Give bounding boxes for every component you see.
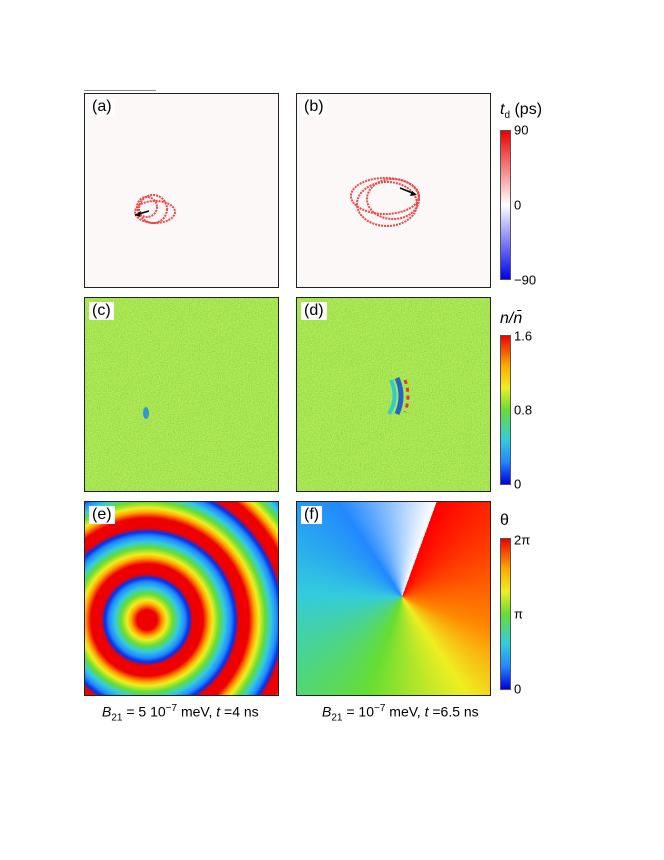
colorbar-title: td (ps) <box>500 101 542 121</box>
colorbar <box>500 335 511 485</box>
colorbar <box>500 130 511 280</box>
panel-label: (b) <box>301 98 327 116</box>
symbol: t <box>424 703 429 720</box>
symbol: B <box>322 703 332 720</box>
colorbar-tick: −90 <box>514 272 537 288</box>
panel-label: (f) <box>301 506 323 524</box>
panel-d: (d) <box>296 297 491 492</box>
colorbar-tick: 0 <box>514 476 522 492</box>
colorbar-tick: 1.6 <box>514 328 533 344</box>
trajectory <box>350 177 420 227</box>
caption: B21 = 10−7 meV, t =6.5 ns <box>322 703 479 723</box>
text: =4 ns <box>220 703 259 720</box>
subscript: d <box>504 110 511 122</box>
panel-f: (f) <box>296 501 491 696</box>
panel-label: (e) <box>89 506 115 524</box>
panel-label: (d) <box>301 302 327 320</box>
unit: (ps) <box>510 101 543 118</box>
subscript: 21 <box>111 712 123 724</box>
superscript: −7 <box>165 703 178 714</box>
panel-e: (e) <box>84 501 279 696</box>
top-rule <box>84 90 156 91</box>
colorbar-title: n/n̄ <box>500 310 523 327</box>
symbol: t <box>500 101 505 118</box>
density-map <box>85 298 278 491</box>
text: = 5 10 <box>122 703 166 720</box>
subscript: 21 <box>331 712 343 724</box>
trajectory <box>134 194 176 224</box>
colorbar-tick: 90 <box>514 122 529 138</box>
caption: B21 = 5 10−7 meV, t =4 ns <box>102 703 259 723</box>
superscript: −7 <box>374 703 386 714</box>
colorbar-tick: 0 <box>514 197 522 213</box>
colorbar <box>500 538 511 690</box>
text: =6.5 ns <box>428 703 479 720</box>
colorbar-tick: π <box>514 606 523 622</box>
symbol: t <box>216 703 221 720</box>
panel-a: (a) <box>84 93 279 288</box>
symbol: B <box>102 703 112 720</box>
density-map <box>297 298 490 491</box>
text: = 10 <box>342 703 374 720</box>
colorbar-tick: 2π <box>514 532 531 548</box>
colorbar-tick: 0 <box>514 681 522 697</box>
panel-b: (b) <box>296 93 491 288</box>
panel-label: (a) <box>89 98 115 116</box>
colorbar-title: θ <box>500 512 509 529</box>
colorbar-tick: 0.8 <box>514 402 533 418</box>
text: meV, <box>385 703 425 720</box>
panel-c: (c) <box>84 297 279 492</box>
panel-label: (c) <box>89 302 114 320</box>
text: meV, <box>177 703 217 720</box>
